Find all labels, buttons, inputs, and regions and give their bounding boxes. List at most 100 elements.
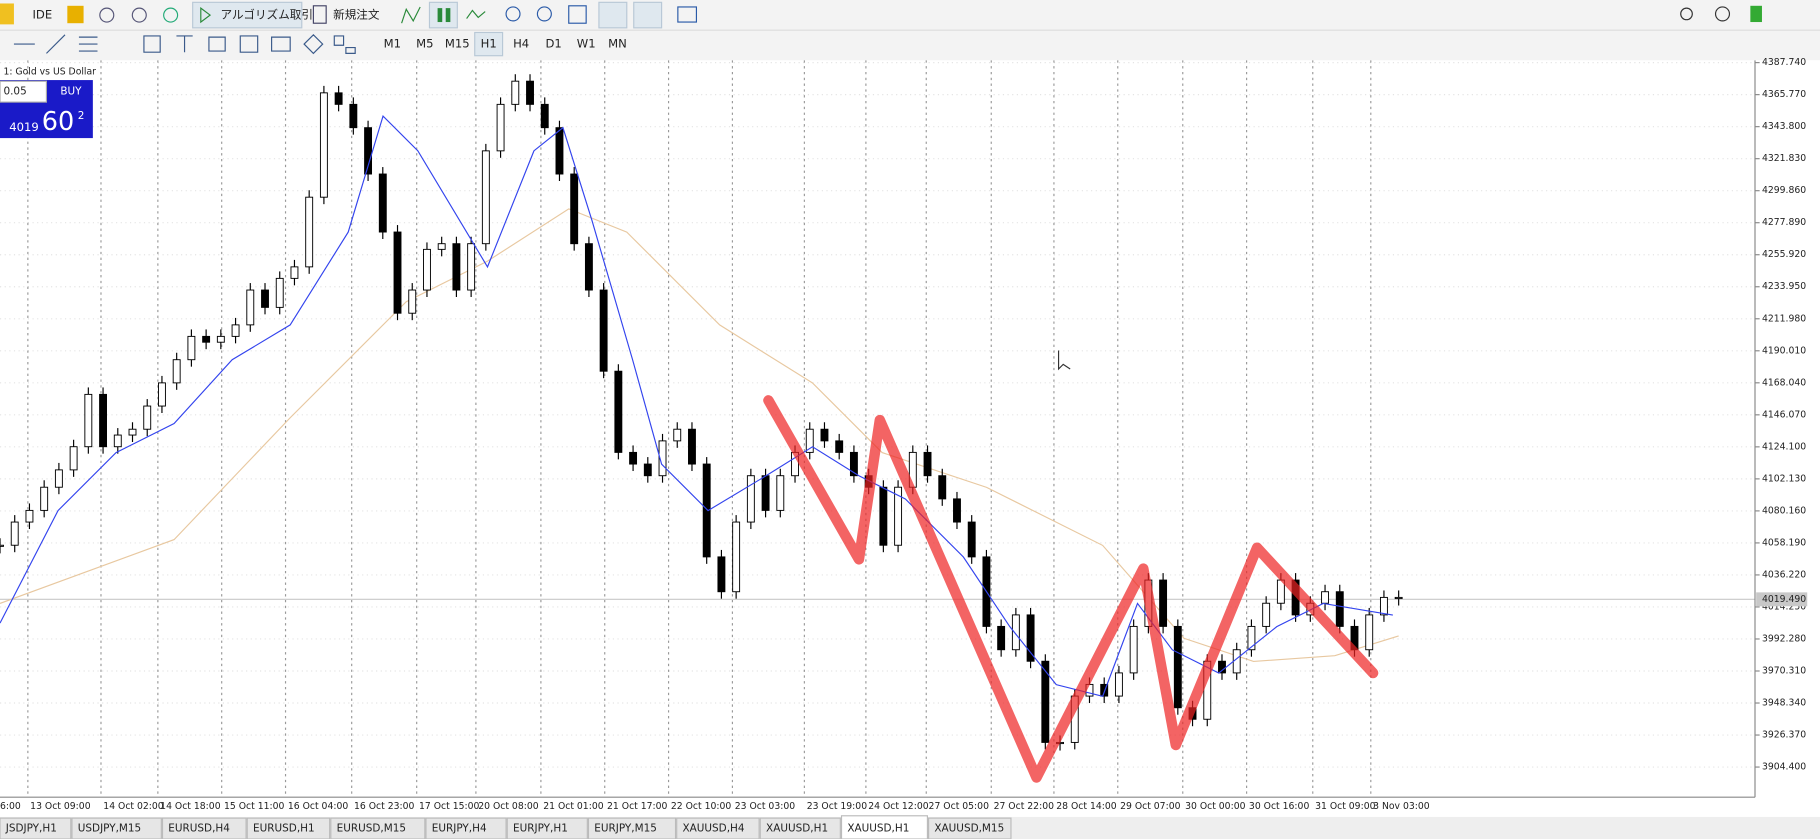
candle — [143, 405, 152, 430]
candle-mode[interactable] — [428, 1, 458, 29]
tabs: JSDJPY,H1 USDJPY,M15 EURUSD,H4 EURUSD,H1 EUR… — [0, 815, 1012, 839]
timeframe[interactable]: H4 — [513, 37, 529, 51]
tab-active[interactable] — [840, 815, 928, 839]
tab[interactable] — [425, 817, 507, 839]
tab-label[interactable]: EURUSD,H4 — [168, 823, 230, 835]
candle — [732, 521, 741, 593]
x-tick-label: 30 Oct 16:00 — [1249, 801, 1310, 812]
candle — [1100, 683, 1109, 697]
candle — [481, 150, 490, 245]
lot-input[interactable] — [0, 80, 48, 103]
tab-label[interactable]: EURUSD,H1 — [253, 823, 315, 835]
timeframe[interactable]: MN — [608, 37, 627, 51]
x-tick-label: 27 Oct 22:00 — [994, 801, 1055, 812]
icon[interactable] — [401, 6, 421, 24]
timeframe[interactable]: W1 — [577, 37, 596, 51]
candle — [717, 556, 726, 593]
candles — [0, 74, 1403, 751]
timeframe[interactable]: M1 — [384, 37, 401, 51]
zoom-out[interactable] — [536, 6, 552, 22]
y-tick-label: 4387.740 — [1762, 57, 1806, 68]
candle — [967, 521, 976, 558]
screenshot[interactable] — [677, 6, 698, 23]
search[interactable] — [1680, 7, 1693, 21]
account[interactable] — [1714, 6, 1731, 22]
candle — [805, 428, 814, 453]
tab-label[interactable]: EURUSD,M15 — [337, 823, 406, 835]
autoscroll[interactable] — [598, 1, 628, 29]
tab-label[interactable]: XAUUSD,M15 — [934, 823, 1004, 835]
icon[interactable] — [67, 5, 84, 24]
tab[interactable] — [330, 817, 426, 839]
tab[interactable] — [71, 817, 162, 839]
candle — [423, 248, 431, 291]
y-tick-label: 3948.340 — [1762, 698, 1806, 709]
icon[interactable] — [131, 7, 147, 23]
tab-label[interactable]: XAUUSD,H1 — [847, 823, 909, 835]
y-tick-label: 4102.130 — [1762, 473, 1806, 484]
tab-label[interactable]: USDJPY,M15 — [78, 823, 141, 835]
candle — [84, 393, 93, 448]
axes: 4387.740 4365.770 4343.800 4321.830 4299.860… — [0, 57, 1808, 812]
candle — [1365, 614, 1374, 651]
icon[interactable] — [163, 7, 179, 23]
icon[interactable] — [99, 7, 115, 23]
y-tick-label: 4146.070 — [1762, 409, 1806, 420]
candle — [1262, 602, 1271, 627]
zigzag-drawing — [763, 395, 1379, 783]
tab[interactable] — [246, 817, 331, 839]
tab[interactable] — [0, 817, 72, 839]
grid-icon[interactable] — [568, 5, 587, 24]
tab-label[interactable]: XAUUSD,H4 — [683, 823, 745, 835]
candle — [584, 243, 593, 291]
candle — [820, 428, 829, 442]
candle — [761, 475, 770, 511]
tab-label[interactable]: JSDJPY,H1 — [5, 823, 57, 835]
x-tick-label: 29 Oct 07:00 — [1120, 801, 1181, 812]
tab[interactable] — [676, 817, 760, 839]
shift[interactable] — [633, 1, 663, 29]
tab-label[interactable]: EURJPY,H1 — [513, 823, 568, 835]
y-tick-label: 4080.160 — [1762, 505, 1806, 516]
tab[interactable] — [927, 817, 1012, 839]
new-order-button[interactable]: 新規注文 — [333, 8, 380, 22]
tab[interactable] — [759, 817, 841, 839]
candle — [688, 428, 696, 465]
tab[interactable] — [587, 817, 677, 839]
y-tick-label: 3970.310 — [1762, 665, 1806, 676]
tab-label[interactable]: EURJPY,M15 — [594, 823, 657, 835]
candle — [1114, 672, 1123, 697]
algo-button[interactable]: アルゴリズム取引 — [221, 8, 313, 22]
x-tick-label: 16 Oct 23:00 — [354, 801, 415, 812]
tab[interactable] — [506, 817, 588, 839]
timeframe[interactable]: H1 — [481, 37, 497, 51]
tab[interactable] — [161, 817, 247, 839]
timeframe[interactable]: M5 — [416, 37, 433, 51]
icon[interactable] — [466, 9, 486, 19]
candle — [570, 173, 579, 245]
buy-button[interactable]: BUY — [60, 86, 82, 98]
lot-value[interactable]: 0.05 — [3, 86, 26, 98]
tab-label[interactable]: XAUUSD,H1 — [766, 823, 828, 835]
x-tick-label: 13 Oct 09:00 — [30, 801, 91, 812]
ide-button[interactable]: IDE — [32, 8, 52, 22]
candle — [290, 266, 299, 279]
y-tick-label: 4168.040 — [1762, 377, 1806, 388]
candle — [1247, 625, 1256, 651]
x-tick-label: 30 Oct 00:00 — [1185, 801, 1246, 812]
candle — [496, 103, 505, 152]
y-tick-label: 4036.220 — [1762, 569, 1806, 580]
timeframe-active[interactable] — [474, 31, 504, 57]
zoom-in[interactable] — [505, 6, 521, 22]
candle — [319, 92, 328, 198]
candle — [437, 243, 446, 250]
timeframe[interactable]: D1 — [546, 37, 562, 51]
candle — [1129, 625, 1138, 674]
timeframe[interactable]: M15 — [445, 37, 470, 51]
candle — [202, 335, 211, 343]
tab-label[interactable]: EURJPY,H4 — [432, 823, 487, 835]
drawing-tools[interactable] — [13, 33, 356, 55]
price-big: 60 — [42, 107, 74, 137]
candle — [894, 486, 903, 546]
